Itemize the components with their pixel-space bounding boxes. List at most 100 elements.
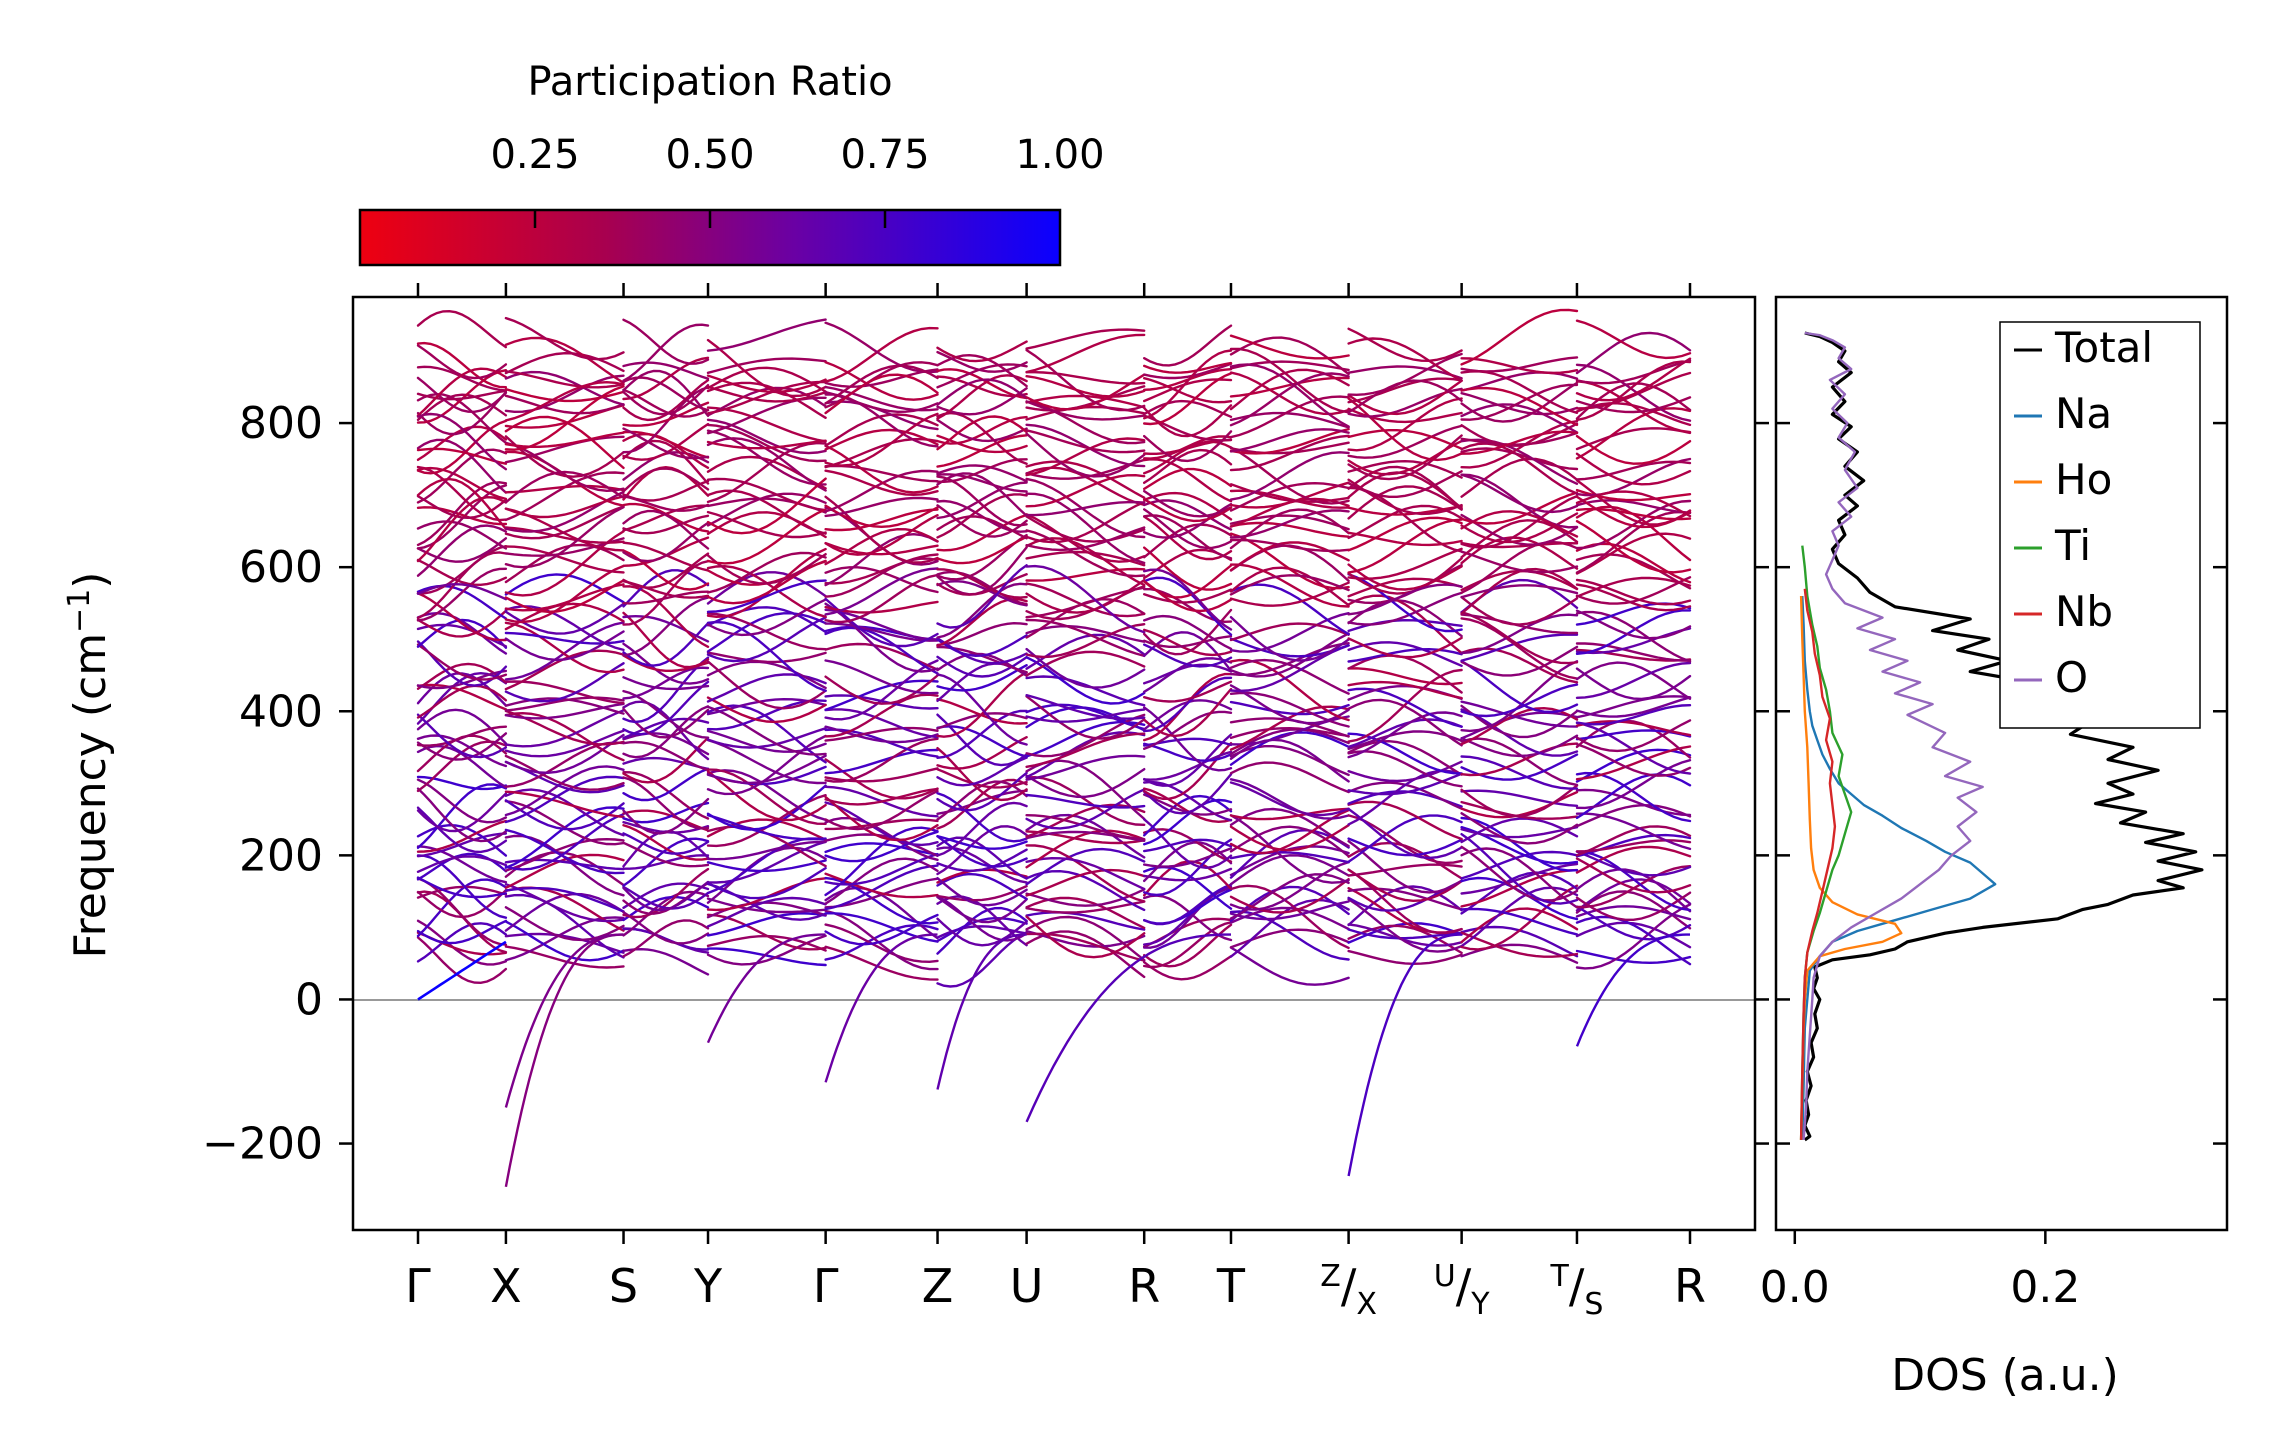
phonon-branch — [1229, 778, 1350, 820]
phonon-branch — [1460, 884, 1579, 951]
phonon-branch — [824, 726, 939, 742]
phonon-branch — [504, 526, 625, 544]
phonon-branch — [1460, 596, 1579, 626]
legend-label: Ho — [2055, 455, 2112, 504]
phonon-branch — [936, 876, 1028, 907]
phonon-branch — [1143, 818, 1233, 870]
phonon-branch — [824, 597, 939, 648]
phonon-branch — [504, 404, 625, 429]
phonon-branch — [1575, 773, 1692, 820]
phonon-branch — [1347, 516, 1463, 552]
dos-curves — [1799, 331, 2204, 1142]
phonon-branch — [1025, 775, 1146, 826]
phonon-branch — [824, 795, 939, 842]
phonon-branch — [1229, 483, 1350, 504]
phonon-branch — [416, 643, 508, 681]
phonon-branch — [504, 435, 625, 464]
phonon-branch — [504, 543, 625, 584]
phonon-branch — [936, 671, 1028, 738]
phonon-branch — [1229, 632, 1350, 678]
phonon-branch — [622, 614, 710, 643]
phonon-branch — [622, 590, 710, 605]
phonon-branch — [416, 448, 508, 504]
phonon-branch — [622, 919, 710, 958]
phonon-branch — [504, 649, 625, 691]
phonon-branch — [824, 321, 939, 374]
phonon-branch — [1460, 683, 1579, 718]
phonon-branch — [1347, 928, 1463, 940]
phonon-branch — [622, 569, 710, 608]
phonon-branch — [1143, 458, 1233, 503]
phonon-branch — [706, 866, 827, 900]
k-point-label: R — [1128, 1259, 1160, 1313]
phonon-branch — [504, 316, 625, 361]
phonon-branch — [1575, 627, 1692, 655]
phonon-branch — [936, 801, 1028, 857]
phonon-branch — [936, 475, 1028, 527]
phonon-branch — [504, 530, 625, 597]
phonon-branch — [1229, 538, 1350, 553]
phonon-branch — [416, 412, 508, 471]
phonon-branch — [1229, 807, 1350, 848]
phonon-branch — [936, 464, 1028, 483]
phonon-branch — [1143, 631, 1233, 672]
phonon-branch — [1575, 609, 1692, 640]
phonon-branch — [936, 415, 1028, 451]
phonon-branch — [416, 819, 508, 853]
phonon-branch — [622, 451, 710, 481]
phonon-branch — [1347, 885, 1463, 927]
dos-series-o — [1802, 331, 1984, 1140]
phonon-branch — [936, 713, 1028, 767]
phonon-branch — [1575, 833, 1692, 858]
phonon-branch — [1460, 708, 1579, 757]
band-axis-ticks: −200 0 200 400 600 800 Γ X S Y Γ Z U R T Z/X U/Y T/S R — [202, 283, 1769, 1322]
phonon-branch — [1025, 888, 1146, 907]
phonon-branch — [1575, 803, 1692, 828]
phonon-branch — [1460, 381, 1579, 423]
phonon-branch — [1025, 500, 1146, 544]
phonon-branch — [1460, 789, 1579, 807]
phonon-branch — [1460, 784, 1579, 818]
phonon-branch — [1460, 734, 1579, 758]
phonon-branch — [1025, 567, 1146, 582]
phonon-branch — [1460, 392, 1579, 416]
y-tick-label: 600 — [239, 542, 323, 593]
phonon-branch — [416, 389, 508, 401]
band-structure-panel: −200 0 200 400 600 800 Γ X S Y Γ Z U R T Z/X U/Y T/S R Fre… — [62, 283, 1769, 1322]
phonon-branch — [1460, 494, 1579, 549]
phonon-branch — [504, 696, 625, 712]
phonon-branch — [824, 504, 939, 529]
phonon-branch — [1347, 577, 1463, 598]
phonon-branch — [504, 336, 625, 384]
phonon-branch — [1347, 949, 1463, 966]
phonon-branch — [622, 801, 710, 824]
phonon-branch — [416, 936, 508, 985]
phonon-branch — [416, 919, 508, 945]
phonon-branch — [504, 920, 625, 962]
phonon-branch — [1229, 781, 1350, 817]
phonon-branch — [504, 415, 625, 470]
phonon-branch — [824, 913, 939, 946]
y-tick-label: 400 — [239, 686, 323, 737]
phonon-branch — [706, 840, 827, 861]
phonon-branch — [622, 596, 710, 657]
phonon-branch — [1575, 745, 1692, 781]
phonon-branch — [1347, 459, 1463, 479]
phonon-branch — [1347, 837, 1463, 857]
phonon-branch — [416, 611, 508, 655]
phonon-branch — [706, 738, 827, 785]
phonon-branch — [1025, 500, 1146, 517]
phonon-branch — [1143, 399, 1233, 418]
phonon-branch — [706, 380, 827, 415]
phonon-branch — [706, 508, 827, 565]
phonon-branch — [622, 867, 710, 919]
phonon-branch — [1229, 745, 1350, 777]
phonon-branch — [1025, 458, 1146, 480]
phonon-branch — [1575, 719, 1692, 759]
phonon-branch — [1025, 675, 1146, 707]
phonon-branch — [1460, 610, 1579, 665]
phonon-branch — [504, 505, 625, 540]
phonon-branch — [824, 573, 939, 624]
phonon-branch — [622, 740, 710, 772]
phonon-branch — [416, 783, 508, 849]
